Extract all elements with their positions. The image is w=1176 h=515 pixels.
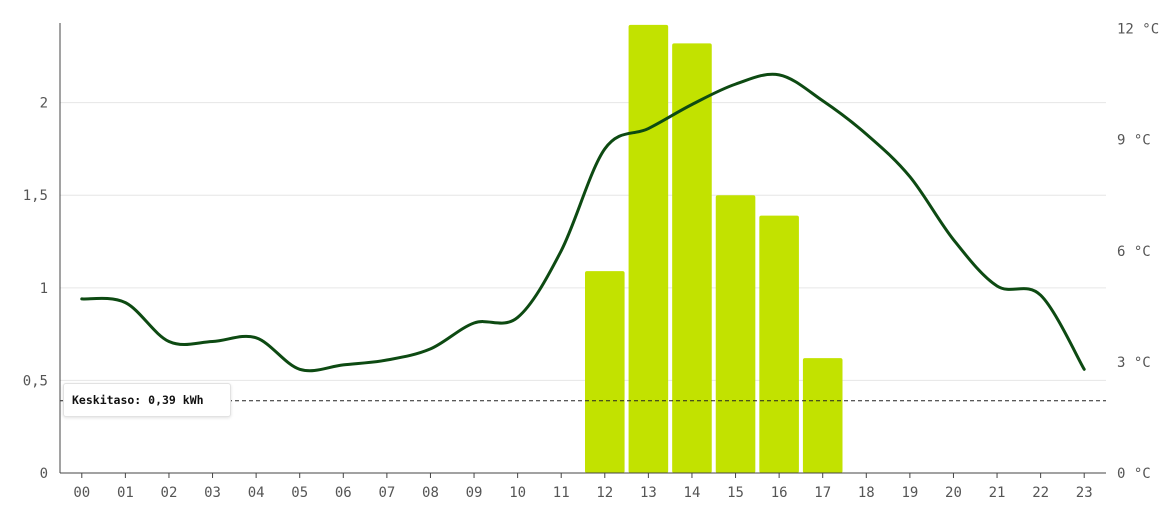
temperature-line — [80, 72, 1086, 373]
x-tick-label: 20 — [945, 485, 962, 501]
x-tick-label: 18 — [858, 485, 875, 501]
y-right-tick-label: 12 °C — [1117, 22, 1159, 38]
x-tick-label: 14 — [684, 485, 701, 501]
bar-14 — [672, 43, 712, 474]
gridlines — [60, 102, 1106, 381]
temperature-line-layer — [80, 72, 1086, 373]
x-tick-label: 02 — [161, 485, 178, 501]
x-tick-label: 17 — [814, 485, 831, 501]
x-tick-label: 06 — [335, 485, 352, 501]
axes — [59, 23, 1106, 478]
x-tick-label: 03 — [204, 485, 221, 501]
x-tick-label: 08 — [422, 485, 439, 501]
x-tick-label: 19 — [901, 485, 918, 501]
x-tick-label: 21 — [989, 485, 1006, 501]
y-right-tick-label: 9 °C — [1117, 133, 1151, 149]
x-tick-label: 11 — [553, 485, 570, 501]
tick-labels: 00 01 02 03 04 05 06 07 08 09 10 11 12 13 14 15 16 17 18 19… — [23, 22, 1159, 501]
x-tick-label: 09 — [466, 485, 483, 501]
average-label: Keskitaso: 0,39 kWh — [63, 383, 231, 417]
bar-15 — [715, 195, 756, 473]
y-left-tick-label: 2 — [40, 96, 48, 112]
y-right-tick-label: 3 °C — [1117, 355, 1151, 371]
bar-13 — [628, 24, 669, 473]
y-right-tick-label: 6 °C — [1117, 244, 1151, 260]
x-tick-label: 07 — [378, 485, 395, 501]
x-tick-label: 00 — [73, 485, 90, 501]
x-tick-label: 05 — [291, 485, 308, 501]
y-left-tick-label: 0,5 — [23, 373, 48, 389]
x-tick-label: 10 — [509, 485, 526, 501]
y-right-tick-label: 0 °C — [1117, 466, 1151, 482]
x-tick-label: 23 — [1076, 485, 1093, 501]
y-left-tick-label: 1,5 — [23, 188, 48, 204]
x-tick-label: 13 — [640, 485, 657, 501]
x-tick-label: 15 — [727, 485, 744, 501]
x-tick-label: 16 — [771, 485, 788, 501]
consumption-bars — [585, 24, 843, 474]
y-left-tick-label: 0 — [40, 466, 48, 482]
bar-12 — [585, 271, 625, 473]
x-tick-label: 01 — [117, 485, 134, 501]
bar-17 — [802, 358, 843, 473]
y-left-tick-label: 1 — [40, 281, 48, 297]
bar-16 — [759, 215, 799, 473]
x-tick-label: 12 — [596, 485, 613, 501]
x-tick-label: 22 — [1032, 485, 1049, 501]
x-tick-label: 04 — [248, 485, 265, 501]
